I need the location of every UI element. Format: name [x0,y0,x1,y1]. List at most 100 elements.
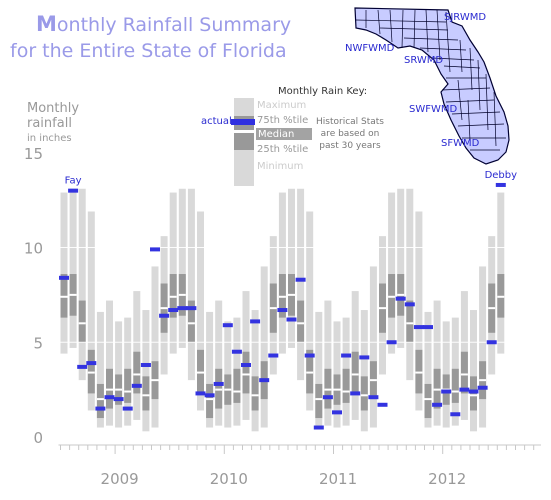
actual-marker [322,395,333,400]
actual-marker [113,397,124,402]
median-line [379,307,386,310]
actual-marker [313,425,324,430]
range-bar [78,188,86,381]
median-line [169,295,177,298]
iqr-bar [142,376,150,411]
iqr-bar [424,383,432,419]
event-annotations: Fay Debby [65,170,517,187]
actual-marker [332,410,342,415]
range-bar [178,188,186,348]
median-line [488,307,496,310]
actual-marker [350,391,361,396]
actual-marker [286,317,297,322]
actual-marker [104,395,115,400]
key-actual-label: actual [201,116,232,127]
iqr-bar [233,368,241,403]
actual-marker [413,325,424,330]
y-axis: 0 5 10 15 [24,145,43,447]
actual-marker [386,340,397,345]
range-bar [324,300,332,426]
median-line [369,379,377,382]
median-line [424,398,432,401]
median-line [215,388,223,391]
actual-marker [222,323,233,328]
median-line [306,371,314,374]
median-line [288,293,295,296]
median-line [479,379,487,382]
median-line [69,293,77,296]
actual-marker [204,393,215,398]
key-minimum-label: Minimum [257,161,303,172]
iqr-bar [251,376,259,411]
iqr-bar [96,383,104,419]
median-line [406,322,414,325]
range-bar [288,188,295,348]
range-bar [69,188,77,348]
actual-marker [259,378,270,383]
actual-marker [68,188,79,193]
range-bar [260,266,268,428]
key-median-line [234,130,254,133]
county-lines [355,9,506,151]
range-bar [388,192,396,354]
iqr-bar [406,300,414,343]
y-tick-label: 15 [24,145,43,163]
map-label-nwfwmd: NWFWMD [345,43,395,54]
key-actual-marker [231,119,255,125]
median-line [178,293,186,296]
annotation-label: Debby [485,170,518,181]
actual-marker [168,308,179,313]
median-line [351,373,359,376]
actual-marker [186,306,197,311]
actual-marker [459,387,470,392]
median-line [106,388,113,391]
iqr-bar [242,351,250,394]
median-line [360,394,368,397]
actual-marker [177,306,188,311]
range-bar [278,192,286,354]
iqr-bar [460,351,468,394]
range-bar [433,300,441,426]
median-line [460,373,468,376]
map-label-sfwmd: SFWMD [441,138,480,149]
x-year-label: 2011 [319,470,357,488]
range-bar [60,192,68,354]
x-axis: 2009 2010 2011 2012 [58,444,541,488]
median-line [87,371,95,374]
actual-marker [404,302,415,307]
y-axis-label-line1: Monthly [27,101,79,116]
map-label-srwmd: SRWMD [404,55,443,66]
median-line [124,390,132,393]
actual-marker [241,362,251,367]
median-line [297,322,305,325]
range-bar [106,300,113,426]
y-axis-label-line2: rainfall [27,116,72,131]
key-note-line3: past 30 years [319,141,381,151]
key-note-line1: Historical Stats [316,117,384,127]
key-median-label: Median [258,129,294,140]
key-median-box [256,128,312,140]
median-line [433,388,441,391]
actual-marker [477,385,488,390]
median-line [133,373,141,376]
median-line [251,394,259,397]
range-bar [187,188,195,381]
chart-title-line2: for the Entire State of Florida [10,40,287,62]
actual-marker [495,182,506,187]
median-line [415,371,423,374]
y-tick-label: 10 [24,240,43,258]
median-line [60,295,68,298]
range-bar [206,311,214,428]
x-year-label: 2009 [101,470,139,488]
median-line [224,388,232,391]
actual-marker [395,296,406,301]
actual-marker [341,353,352,358]
iqr-bar [351,351,359,394]
key-p75-label: 75th %tile [257,115,308,126]
range-bar [470,310,477,432]
range-bar [369,266,377,428]
iqr-bar [133,351,141,394]
iqr-bar [360,376,368,411]
